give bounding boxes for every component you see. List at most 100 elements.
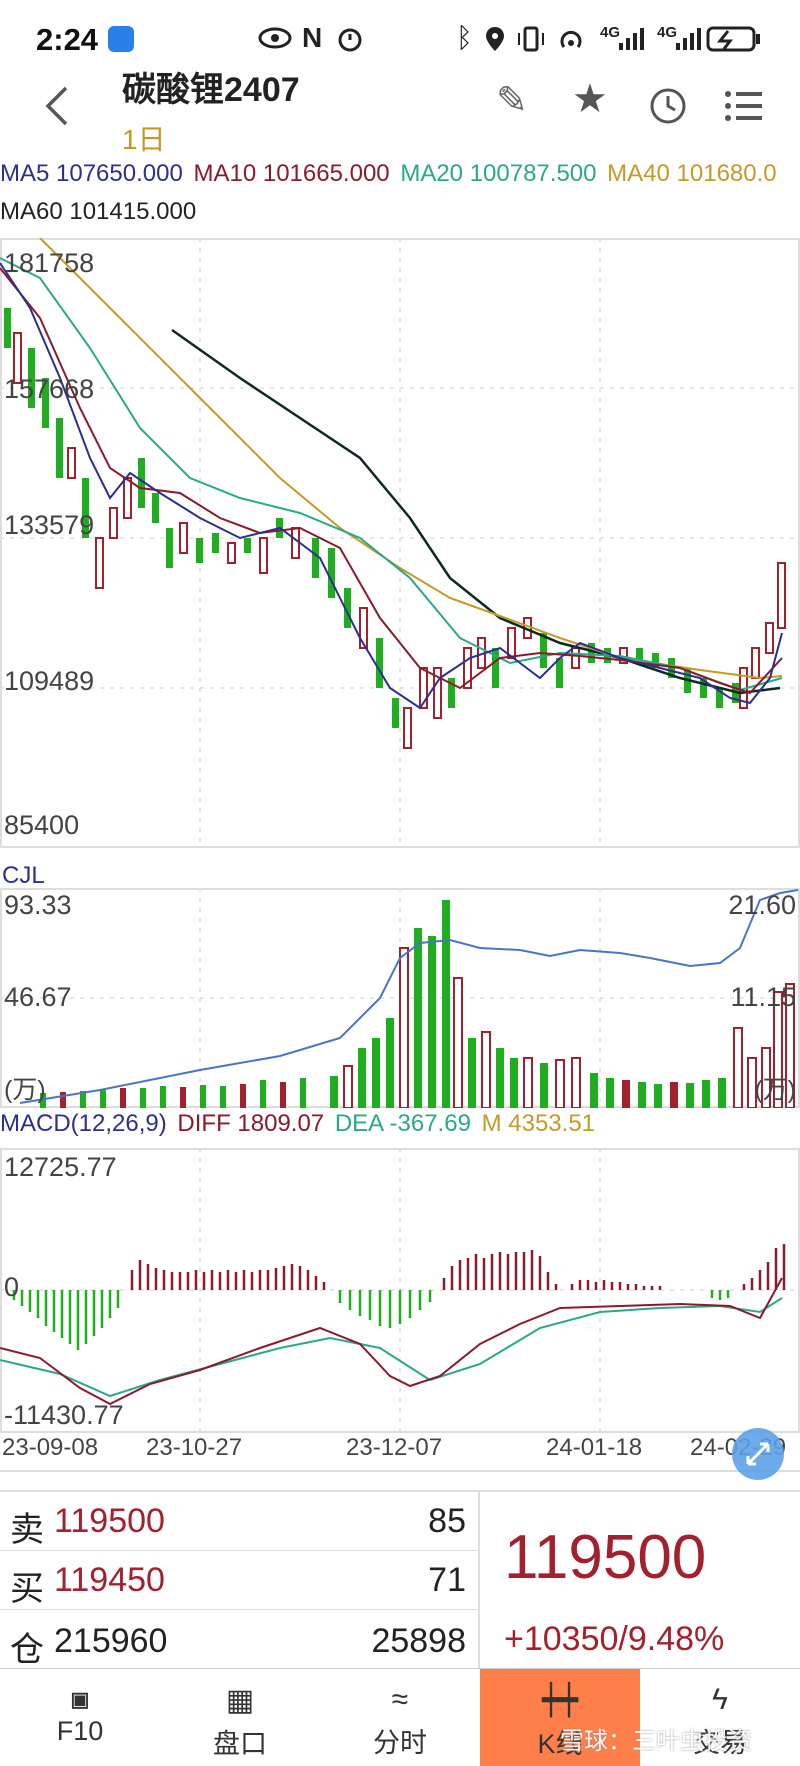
volume-chart[interactable]: 93.33 46.67 (万) 21.60 11.15 (万) — [0, 888, 800, 1108]
kline-chart[interactable]: 181758 157668 133579 109489 85400 — [0, 238, 800, 848]
nav-trade[interactable]: ϟ 交易 — [640, 1669, 800, 1766]
cjl-label: CJL — [2, 862, 45, 889]
oi-value: 215960 — [54, 1622, 168, 1660]
timeshare-icon: ≈ — [391, 1683, 409, 1716]
nav-kline-label: K线 — [537, 1729, 583, 1759]
sell-price: 119500 — [54, 1502, 165, 1540]
last-price: 119500 — [504, 1523, 707, 1592]
star-icon[interactable]: ★ — [572, 77, 608, 121]
ma20-line — [0, 257, 783, 692]
macd-bottom-label: -11430.77 — [4, 1400, 124, 1430]
candlestick-icon: ┿┿ — [541, 1684, 579, 1717]
nav-pankou-label: 盘口 — [213, 1729, 267, 1759]
f10-icon: ▣ — [70, 1689, 90, 1711]
ma60-line — [171, 328, 781, 695]
macd-diff: DIFF 1809.07 — [177, 1110, 325, 1137]
buy-price: 119450 — [54, 1561, 165, 1599]
vibrate-icon — [518, 26, 544, 52]
sell-label: 卖 — [10, 1511, 44, 1549]
weather-icon — [108, 26, 134, 52]
ma10-line — [0, 267, 783, 695]
fullscreen-button[interactable] — [732, 1428, 784, 1480]
dea-line — [0, 1297, 783, 1398]
ma60-value: MA60 101415.000 — [0, 198, 197, 225]
location-icon — [486, 27, 504, 51]
ma5-value: MA5 107650.000 — [0, 160, 183, 187]
watermark: 雪球：三叶虫投资 — [560, 1728, 752, 1755]
history-icon[interactable] — [648, 86, 688, 126]
diff-line — [0, 1277, 783, 1406]
network-4g-label: 4G — [600, 24, 621, 41]
macd-name: MACD(12,26,9) — [0, 1110, 167, 1137]
macd-dea: DEA -367.69 — [334, 1110, 471, 1137]
status-bar: 2:24 N ᛒ 4G 4G — [0, 0, 800, 80]
ma-legend: MA5 107650.000 MA10 101665.000 MA20 1007… — [0, 160, 800, 188]
nav-trade-label: 交易 — [693, 1728, 747, 1758]
ma10-value: MA10 101665.000 — [193, 160, 390, 187]
kline-y-label-2: 133579 — [4, 510, 94, 540]
eye-icon — [258, 27, 292, 49]
cjl-top-label: 93.33 — [4, 890, 72, 920]
date-label-1: 23-10-27 — [146, 1434, 243, 1461]
buy-qty: 71 — [428, 1561, 466, 1599]
macd-m: M 4353.51 — [481, 1110, 596, 1137]
alarm-icon — [338, 28, 362, 52]
volume-ma-line — [19, 889, 799, 1104]
nav-timeshare-label: 分时 — [373, 1728, 427, 1758]
date-axis: 23-09-08 23-10-27 23-12-07 24-01-18 24-0… — [0, 1432, 800, 1472]
oi-label: 仓 — [10, 1631, 44, 1669]
kline-y-label-0: 181758 — [4, 248, 94, 278]
expand-icon — [746, 1442, 770, 1466]
open-interest-row: 仓 215960 25898 — [0, 1610, 478, 1670]
date-label-2: 23-12-07 — [346, 1434, 443, 1461]
status-time: 2:24 — [36, 22, 99, 57]
edit-icon[interactable]: ✎ — [496, 80, 528, 122]
bluetooth-icon: ᛒ — [456, 22, 473, 53]
buy-row: 买 119450 71 — [0, 1551, 478, 1610]
oi-change: 25898 — [371, 1622, 466, 1660]
macd-chart[interactable]: 12725.77 0 -11430.77 — [0, 1148, 800, 1433]
signal-icon-2 — [676, 28, 701, 50]
nfc-icon: N — [302, 22, 323, 53]
nav-kline[interactable]: ┿┿ K线 — [480, 1669, 640, 1766]
hotspot-icon — [560, 30, 582, 48]
price-change: +10350/9.48% — [504, 1620, 725, 1658]
nav-pankou[interactable]: ▦ 盘口 — [160, 1669, 320, 1766]
quote-table: 卖 119500 85 买 119450 71 仓 215960 25898 — [0, 1492, 480, 1670]
quote-panel: 卖 119500 85 买 119450 71 仓 215960 25898 1… — [0, 1490, 800, 1670]
lightning-icon: ϟ — [712, 1683, 728, 1716]
ma20-value: MA20 100787.500 — [400, 160, 597, 187]
network-4g-label-2: 4G — [657, 24, 678, 41]
cjl-mid-label: 46.67 — [4, 982, 72, 1012]
battery-icon — [706, 26, 760, 52]
nav-timeshare[interactable]: ≈ 分时 — [320, 1669, 480, 1766]
cjl-unit-right: (万) — [754, 1076, 796, 1104]
cjl-unit-left: (万) — [4, 1076, 46, 1104]
nav-f10[interactable]: ▣ F10 — [0, 1669, 160, 1766]
ma40-value: MA40 101680.0 — [607, 160, 777, 187]
menu-icon[interactable] — [724, 90, 764, 122]
page-title: 碳酸锂2407 — [122, 71, 300, 109]
bottom-nav: ▣ F10 ▦ 盘口 ≈ 分时 ┿┿ K线 ϟ 交易 雪球：三叶虫投资 — [0, 1668, 800, 1766]
macd-top-label: 12725.77 — [4, 1152, 117, 1182]
kline-y-label-3: 109489 — [4, 666, 94, 696]
period-selector[interactable]: 1日 — [122, 124, 166, 155]
macd-legend: MACD(12,26,9) DIFF 1809.07 DEA -367.69 M… — [0, 1110, 595, 1138]
ma5-line — [0, 262, 783, 710]
macd-zero-label: 0 — [4, 1272, 19, 1302]
buy-label: 买 — [10, 1570, 44, 1608]
date-label-3: 24-01-18 — [546, 1434, 643, 1461]
cjl-right-mid: 11.15 — [730, 982, 796, 1012]
kline-y-label-4: 85400 — [4, 810, 79, 840]
back-icon[interactable] — [42, 84, 72, 128]
sell-row: 卖 119500 85 — [0, 1492, 478, 1551]
candles — [4, 308, 786, 749]
nav-f10-label: F10 — [56, 1716, 104, 1746]
grid-icon: ▦ — [225, 1684, 255, 1717]
ma40-line — [39, 238, 783, 680]
signal-icon — [619, 28, 644, 50]
header: ✎ ★ — [0, 62, 800, 162]
volume-bars — [40, 900, 795, 1108]
date-label-0: 23-09-08 — [2, 1434, 99, 1461]
kline-y-label-1: 157668 — [4, 374, 94, 404]
